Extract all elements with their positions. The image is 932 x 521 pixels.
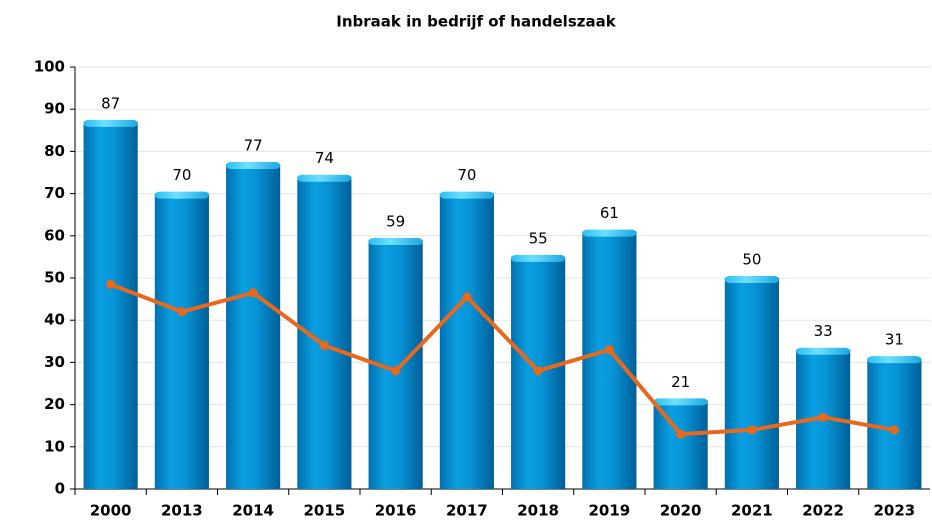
bar-cap xyxy=(653,398,708,406)
bar-cap xyxy=(867,356,922,364)
bar-cap xyxy=(511,254,566,262)
x-tick-label: 2020 xyxy=(660,502,702,520)
line-point xyxy=(248,288,258,298)
bar-cap xyxy=(582,229,637,237)
y-tick-label: 0 xyxy=(55,480,65,498)
x-tick-label: 2016 xyxy=(375,502,417,520)
y-tick-label: 20 xyxy=(44,395,65,413)
y-tick-label: 30 xyxy=(44,353,65,371)
x-tick-label: 2019 xyxy=(589,502,631,520)
bar-cap xyxy=(796,347,851,355)
line-point xyxy=(747,425,757,435)
y-tick-label: 50 xyxy=(44,269,65,287)
line-point xyxy=(391,366,401,376)
bar xyxy=(83,121,138,490)
value-label: 33 xyxy=(814,322,833,340)
line-point xyxy=(177,307,187,317)
bar-cap xyxy=(297,174,352,182)
x-tick-label: 2018 xyxy=(517,502,559,520)
bar xyxy=(439,193,494,489)
bar xyxy=(226,164,281,489)
x-tick-label: 2022 xyxy=(802,502,844,520)
value-label: 55 xyxy=(529,229,548,247)
bar-cap xyxy=(368,238,423,246)
line-point xyxy=(106,279,116,289)
bar-cap xyxy=(439,191,494,199)
bar-cap xyxy=(226,162,281,170)
chart-title: Inbraak in bedrijf of handelszaak xyxy=(336,13,616,31)
bar-cap xyxy=(154,191,209,199)
bar-cap xyxy=(724,276,779,283)
x-tick-label: 2021 xyxy=(731,502,773,520)
y-tick-label: 60 xyxy=(44,226,65,244)
x-tick-label: 2014 xyxy=(232,502,274,520)
value-label: 21 xyxy=(671,373,690,391)
value-label: 74 xyxy=(315,149,334,167)
x-tick-label: 2017 xyxy=(446,502,488,520)
line xyxy=(109,282,895,437)
line-point xyxy=(604,345,614,355)
x-tick-label: 2013 xyxy=(161,502,203,520)
value-label: 31 xyxy=(885,331,904,349)
bar xyxy=(867,358,922,489)
bar xyxy=(154,193,209,489)
line-point xyxy=(462,292,472,302)
y-tick-label: 70 xyxy=(44,184,65,202)
line-point xyxy=(319,341,329,351)
line-point xyxy=(818,412,828,422)
bar-cap xyxy=(83,119,138,127)
value-label: 59 xyxy=(386,213,405,231)
y-tick-label: 10 xyxy=(44,437,65,455)
y-tick-label: 40 xyxy=(44,311,65,329)
y-tick-label: 100 xyxy=(34,58,65,76)
y-tick-label: 90 xyxy=(44,100,65,118)
value-label: 70 xyxy=(457,166,476,184)
x-tick-label: 2023 xyxy=(874,502,916,520)
bar xyxy=(724,278,779,489)
line-point xyxy=(533,366,543,376)
x-tick-label: 2000 xyxy=(90,502,132,520)
value-label: 50 xyxy=(742,251,761,269)
x-tick-label: 2015 xyxy=(304,502,346,520)
line-point xyxy=(889,425,899,435)
value-label: 77 xyxy=(244,137,263,155)
value-label: 87 xyxy=(101,94,120,112)
line-point xyxy=(676,429,686,439)
value-label: 70 xyxy=(172,166,191,184)
value-label: 61 xyxy=(600,204,619,222)
bar xyxy=(582,231,637,489)
y-tick-label: 80 xyxy=(44,142,65,160)
